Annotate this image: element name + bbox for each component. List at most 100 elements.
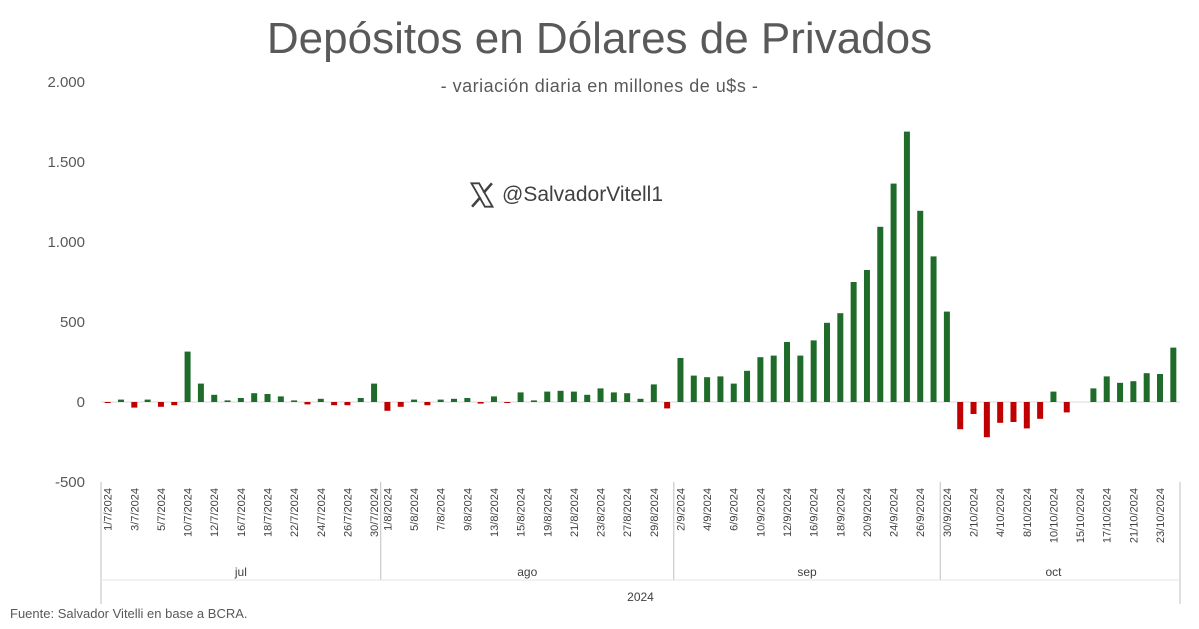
bar — [424, 402, 431, 406]
x-tick-label: 1/7/2024 — [103, 488, 115, 531]
y-tick-label: 2.000 — [47, 74, 85, 91]
bar — [770, 355, 777, 402]
bar — [890, 183, 897, 402]
x-tick-label: 19/8/2024 — [542, 488, 554, 537]
x-tick-label: 9/8/2024 — [462, 488, 474, 531]
x-tick-label: 10/10/2024 — [1049, 488, 1061, 543]
bar — [291, 400, 298, 402]
bar — [504, 402, 511, 403]
x-tick-label: 21/10/2024 — [1128, 488, 1140, 543]
y-axis: -500 0 500 1.000 1.500 2.000 — [47, 74, 1180, 491]
y-tick-label: 500 — [60, 314, 85, 331]
bar — [877, 226, 884, 402]
x-tick-label: 29/8/2024 — [649, 488, 661, 537]
bar — [357, 398, 364, 402]
bar — [131, 402, 138, 408]
bar — [451, 398, 457, 402]
bar — [1157, 374, 1164, 402]
bar — [384, 402, 391, 411]
x-tick-label: 20/9/2024 — [862, 488, 874, 537]
bar — [717, 376, 724, 402]
x-tick-label: 15/10/2024 — [1075, 488, 1087, 543]
bar — [570, 391, 577, 402]
bar — [264, 394, 271, 402]
x-tick-label: 23/8/2024 — [596, 488, 608, 537]
bar — [1090, 388, 1097, 402]
bar — [597, 388, 604, 402]
bar — [277, 396, 284, 402]
bar — [704, 377, 711, 402]
x-tick-label: 5/7/2024 — [156, 488, 168, 531]
bar — [1023, 402, 1030, 429]
x-tick-label: 3/7/2024 — [129, 488, 141, 531]
bar — [677, 358, 684, 402]
bar — [477, 402, 484, 404]
bar — [1103, 376, 1110, 402]
bar — [1050, 391, 1057, 402]
bar — [317, 398, 324, 402]
chart-subtitle: - variación diaria en millones de u$s - — [440, 76, 759, 96]
bar — [371, 383, 378, 402]
bar — [557, 390, 564, 402]
x-tick-label: 5/8/2024 — [409, 488, 421, 531]
month-label: ago — [517, 565, 537, 579]
bar — [824, 322, 830, 402]
x-tick-label: 30/9/2024 — [942, 488, 954, 537]
bar — [117, 399, 124, 402]
y-tick-label: -500 — [55, 474, 85, 491]
x-tick-label: 22/7/2024 — [289, 488, 301, 537]
x-tick-label: 2/9/2024 — [676, 488, 688, 531]
bar — [930, 256, 937, 402]
month-label: sep — [797, 565, 817, 579]
bar — [237, 398, 244, 402]
y-tick-label: 1.500 — [47, 154, 85, 171]
bar — [184, 351, 191, 402]
bar — [104, 402, 111, 403]
bar — [1117, 382, 1124, 402]
bar — [690, 375, 697, 402]
bar — [757, 357, 764, 402]
bar — [397, 402, 404, 407]
bar — [1170, 347, 1177, 402]
year-label: 2024 — [627, 590, 654, 604]
bar — [650, 384, 657, 402]
month-label: jul — [234, 565, 247, 579]
bar — [224, 400, 231, 402]
bar — [970, 402, 977, 414]
bar — [344, 402, 351, 406]
bar — [144, 399, 151, 402]
x-tick-label: 21/8/2024 — [569, 488, 581, 537]
bar — [171, 402, 178, 406]
x-tick-label: 27/8/2024 — [622, 488, 634, 537]
source-note: Fuente: Salvador Vitelli en base a BCRA. — [10, 606, 248, 621]
x-tick-label: 4/10/2024 — [995, 488, 1007, 537]
x-tick-label: 18/9/2024 — [835, 488, 847, 537]
x-tick-label: 13/8/2024 — [489, 488, 501, 537]
x-tick-label: 4/9/2024 — [702, 488, 714, 531]
bar — [1130, 381, 1137, 402]
watermark: @SalvadorVitell1 — [468, 181, 663, 209]
bar — [490, 396, 497, 402]
x-tick-label: 30/7/2024 — [369, 488, 381, 537]
x-tick-label: 17/10/2024 — [1102, 488, 1114, 543]
bar — [957, 402, 964, 430]
bar — [197, 383, 204, 402]
bar — [943, 311, 950, 402]
bar — [810, 340, 817, 402]
bar — [331, 402, 338, 406]
bar — [411, 399, 418, 402]
bar — [517, 392, 524, 402]
bar — [983, 402, 990, 438]
x-tick-label: 12/7/2024 — [209, 488, 221, 537]
y-tick-label: 1.000 — [47, 234, 85, 251]
bar — [464, 398, 471, 402]
bar — [664, 402, 671, 409]
x-tick-label: 16/7/2024 — [236, 488, 248, 537]
bar — [1143, 373, 1150, 402]
bar — [744, 370, 751, 402]
x-tick-label: 10/9/2024 — [755, 488, 767, 537]
x-axis: 1/7/2024 3/7/2024 5/7/2024 10/7/2024 12/7/20… — [100, 482, 1181, 604]
bar — [837, 313, 844, 402]
x-tick-label: 23/10/2024 — [1155, 488, 1167, 543]
